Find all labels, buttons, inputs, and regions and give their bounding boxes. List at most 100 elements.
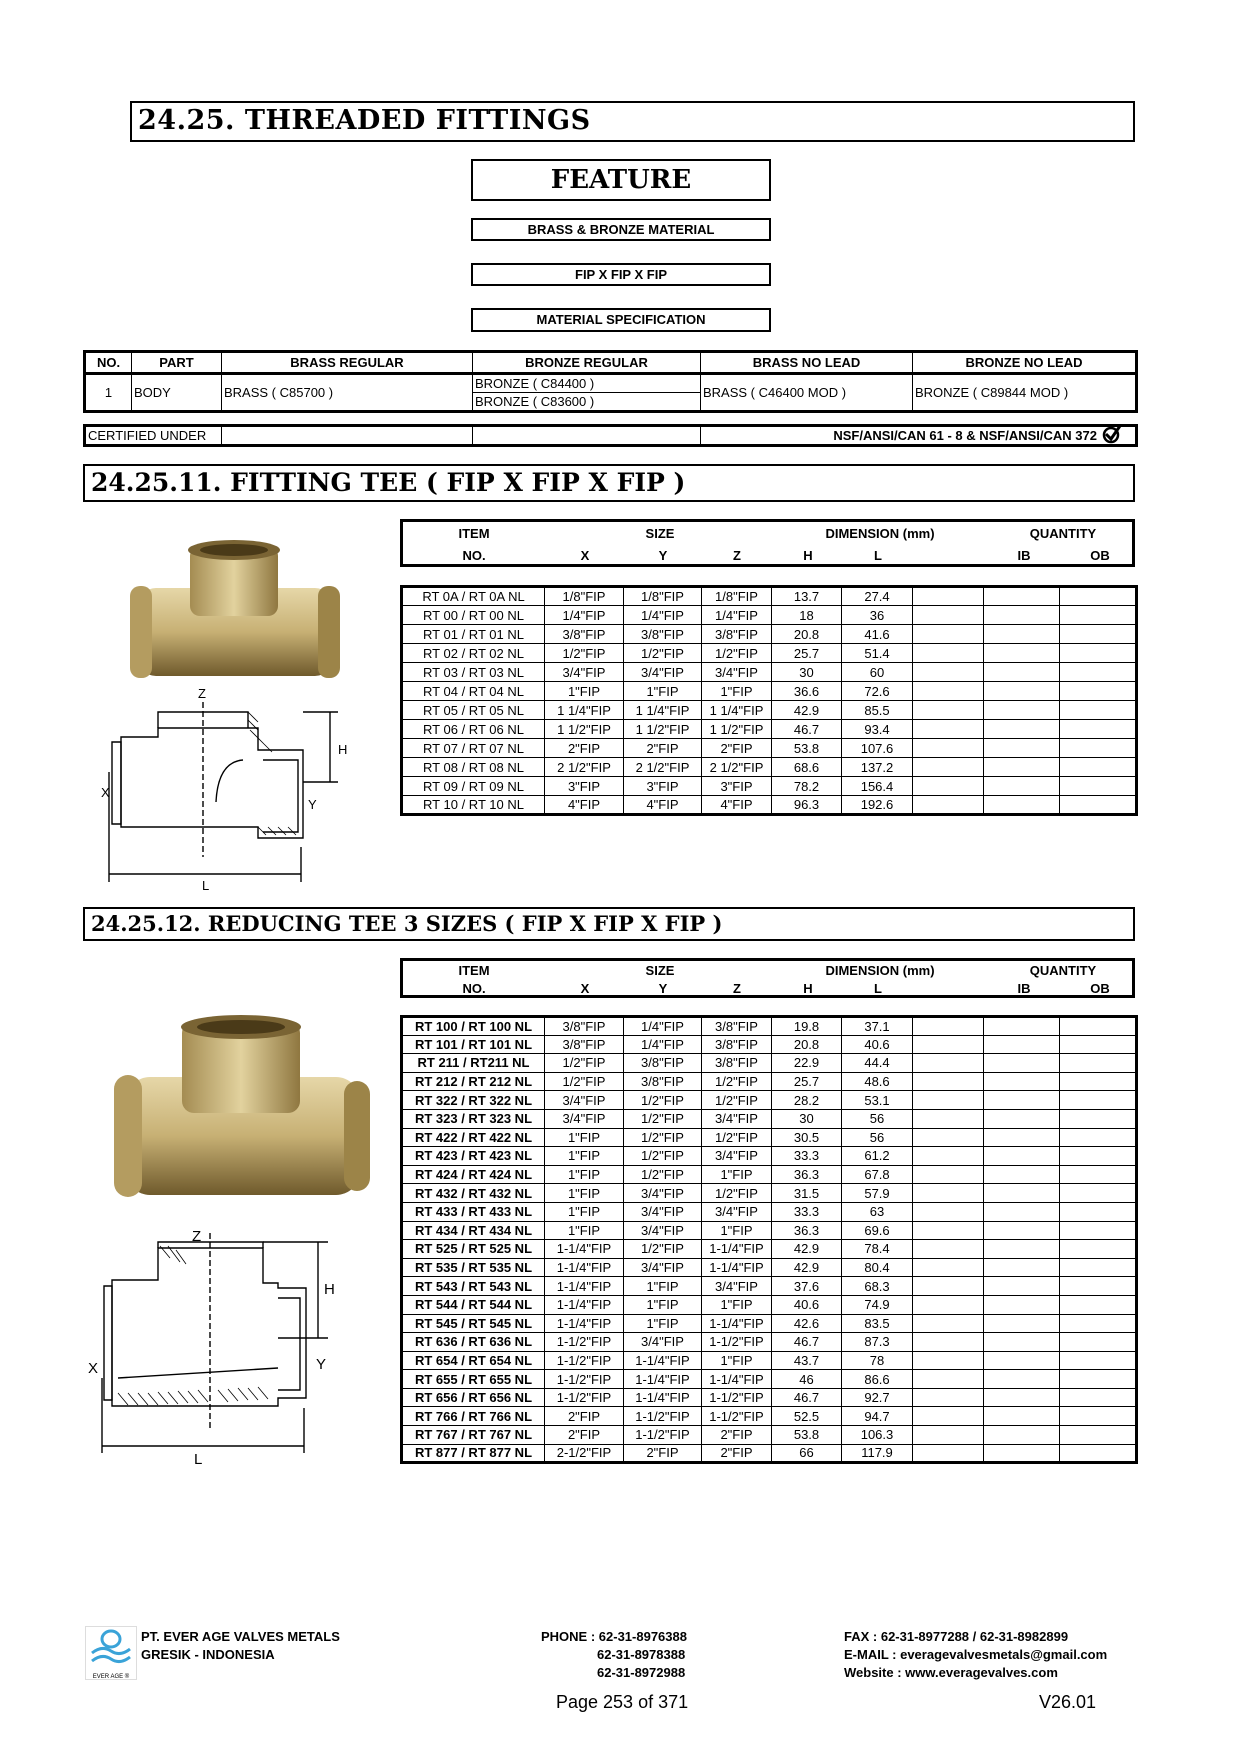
size-y: 1-1/4"FIP (623, 1387, 702, 1408)
table-row: RT 636 / RT 636 NL 1-1/2"FIP 3/4"FIP 1-1/2"… (401, 1332, 1137, 1352)
fax: FAX : 62-31-8977288 / 62-31-8982899 (844, 1629, 1069, 1644)
label-x: X (101, 785, 110, 800)
quantity-ob (1059, 586, 1137, 606)
size-y: 1 1/4"FIP (623, 700, 702, 720)
quantity-ob (1059, 1164, 1137, 1185)
quantity-ob (1059, 1201, 1137, 1222)
label-x: X (88, 1360, 98, 1377)
dim-l: 80.4 (841, 1257, 913, 1278)
item-no: RT 01 / RT 01 NL (401, 624, 545, 644)
row-brass-regular: BRASS ( C85700 ) (221, 373, 473, 412)
quantity-ob (1059, 1425, 1137, 1445)
table-row: RT 212 / RT 212 NL 1/2"FIP 3/8"FIP 1/2"FIP 2… (401, 1071, 1137, 1092)
blank-cell (912, 1443, 984, 1464)
blank-cell (912, 1294, 984, 1315)
header-y: Y (658, 981, 668, 996)
size-x: 2"FIP (544, 1406, 624, 1427)
size-x: 3/4"FIP (544, 1108, 624, 1129)
feature-fip: FIP X FIP X FIP (471, 263, 771, 286)
table-row: RT 00 / RT 00 NL 1/4"FIP 1/4"FIP 1/4"FIP 18 3… (401, 605, 1137, 625)
quantity-ob (1059, 1090, 1137, 1110)
table-row: RT 05 / RT 05 NL 1 1/4"FIP 1 1/4"FIP 1 1/4"… (401, 700, 1137, 720)
item-no: RT 05 / RT 05 NL (401, 700, 545, 720)
quantity-ib (983, 1183, 1060, 1203)
item-no: RT 101 / RT 101 NL (401, 1034, 545, 1055)
dim-h: 46.7 (771, 1332, 842, 1352)
size-y: 2"FIP (623, 738, 702, 758)
item-no: RT 877 / RT 877 NL (401, 1443, 545, 1464)
quantity-ib (983, 1108, 1060, 1129)
size-z: 3/8"FIP (701, 624, 772, 644)
header-item: ITEM (458, 526, 490, 541)
quantity-ib (983, 662, 1060, 682)
label-y: Y (308, 797, 317, 812)
label-h: H (338, 742, 347, 757)
size-z: 2 1/2"FIP (701, 757, 772, 777)
quantity-ib (983, 1313, 1060, 1334)
quantity-ib (983, 1443, 1060, 1464)
dim-h: 53.8 (771, 1425, 842, 1445)
size-x: 1 1/2"FIP (544, 719, 624, 739)
col-brass-regular: BRASS REGULAR (221, 351, 473, 375)
col-bronze-no-lead: BRONZE NO LEAD (912, 351, 1137, 375)
table-row: RT 02 / RT 02 NL 1/2"FIP 1/2"FIP 1/2"FIP 25.… (401, 643, 1137, 663)
quantity-ib (983, 1387, 1060, 1408)
blank-cell (912, 1220, 984, 1241)
blank-cell (912, 700, 984, 720)
quantity-ib (983, 757, 1060, 777)
feature-material-spec: MATERIAL SPECIFICATION (471, 308, 771, 332)
size-x: 1/8"FIP (544, 586, 624, 606)
label-l: L (194, 1451, 202, 1468)
blank-cell (912, 681, 984, 701)
item-no: RT 424 / RT 424 NL (401, 1164, 545, 1185)
quantity-ib (983, 1071, 1060, 1092)
dim-l: 37.1 (841, 1016, 913, 1036)
check-circle-icon (1102, 426, 1122, 444)
item-no: RT 654 / RT 654 NL (401, 1350, 545, 1371)
blank-cell (912, 1164, 984, 1185)
quantity-ob (1059, 1332, 1137, 1352)
header-ib: IB (1017, 981, 1031, 996)
size-y: 1/2"FIP (623, 1239, 702, 1259)
item-no: RT 09 / RT 09 NL (401, 776, 545, 796)
dim-l: 69.6 (841, 1220, 913, 1241)
header-ob: OB (1090, 981, 1110, 996)
dim-l: 93.4 (841, 719, 913, 739)
blank-cell (912, 1387, 984, 1408)
quantity-ob (1059, 1071, 1137, 1092)
quantity-ib (983, 1332, 1060, 1352)
size-y: 3"FIP (623, 776, 702, 796)
table-row: RT 434 / RT 434 NL 1"FIP 3/4"FIP 1"FIP 36.3 6… (401, 1220, 1137, 1241)
dim-l: 57.9 (841, 1183, 913, 1203)
quantity-ib (983, 1146, 1060, 1166)
size-x: 1/2"FIP (544, 1071, 624, 1092)
quantity-ob (1059, 605, 1137, 625)
size-z: 3/4"FIP (701, 1108, 772, 1129)
size-x: 1-1/2"FIP (544, 1350, 624, 1371)
size-x: 1"FIP (544, 1127, 624, 1148)
fitting-tee-drawing: Z H X Y L (101, 686, 347, 892)
dim-h: 25.7 (771, 643, 842, 663)
size-y: 1"FIP (623, 1313, 702, 1334)
label-z: Z (192, 1228, 201, 1245)
table-row: RT 03 / RT 03 NL 3/4"FIP 3/4"FIP 3/4"FIP 30 6… (401, 662, 1137, 682)
quantity-ob (1059, 1443, 1137, 1464)
item-no: RT 767 / RT 767 NL (401, 1425, 545, 1445)
blank-cell (912, 776, 984, 796)
fitting-tee-table: RT 0A / RT 0A NL 1/8"FIP 1/8"FIP 1/8"FIP 13.… (400, 585, 1138, 816)
size-y: 1"FIP (623, 681, 702, 701)
dim-h: 68.6 (771, 757, 842, 777)
quantity-ob (1059, 1294, 1137, 1315)
size-z: 4"FIP (701, 795, 772, 815)
size-x: 3/8"FIP (544, 1016, 624, 1036)
dim-l: 107.6 (841, 738, 913, 758)
table-row: RT 433 / RT 433 NL 1"FIP 3/4"FIP 3/4"FIP 33.… (401, 1201, 1137, 1222)
dim-l: 78 (841, 1350, 913, 1371)
dim-h: 42.9 (771, 1257, 842, 1278)
dim-h: 42.9 (771, 700, 842, 720)
header-z: Z (733, 548, 741, 563)
size-z: 1/2"FIP (701, 1183, 772, 1203)
header-x: X (580, 548, 590, 563)
fitting-tee-table-header: ITEM NO. SIZE X Y Z DIMENSION (mm) H L Q… (400, 519, 1135, 567)
size-z: 1/2"FIP (701, 1127, 772, 1148)
